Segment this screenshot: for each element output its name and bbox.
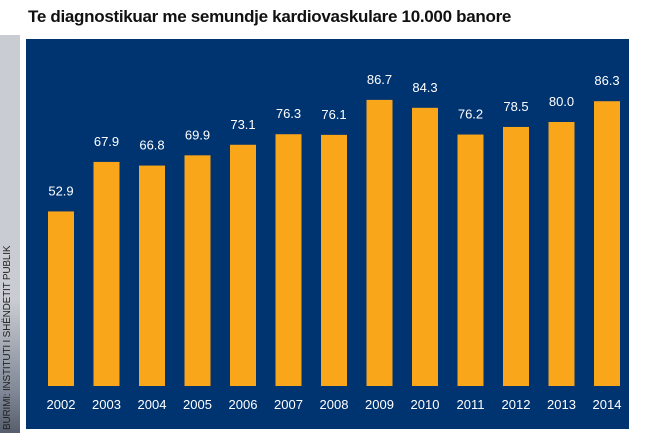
- x-tick-label-2011: 2011: [457, 397, 485, 412]
- bar-2005: [184, 155, 211, 386]
- bar-2002: [48, 211, 74, 386]
- bar-2012: [503, 126, 529, 386]
- bar-2007: [275, 134, 302, 386]
- value-label-2011: 76.2: [458, 107, 483, 122]
- bar-2009: [366, 99, 393, 386]
- bar-2013: [548, 122, 575, 386]
- value-label-2002: 52.9: [48, 183, 73, 198]
- x-tick-label-2012: 2012: [502, 397, 531, 412]
- x-tick-label-2003: 2003: [92, 397, 121, 412]
- x-tick-label-2007: 2007: [274, 397, 303, 412]
- title-bar: Te diagnostikuar me semundje kardiovasku…: [0, 0, 650, 35]
- bar-2003: [93, 161, 120, 386]
- value-label-2004: 66.8: [139, 138, 164, 153]
- bar-2011: [457, 134, 484, 386]
- value-label-2007: 76.3: [276, 106, 301, 121]
- x-tick-label-2008: 2008: [320, 397, 349, 412]
- left-strip-shadow: [0, 300, 20, 433]
- x-tick-label-2009: 2009: [365, 397, 394, 412]
- value-label-2010: 84.3: [412, 80, 437, 95]
- value-label-2012: 78.5: [503, 99, 528, 114]
- bar-2010: [412, 107, 438, 386]
- bar-2014: [594, 101, 620, 387]
- x-tick-label-2005: 2005: [183, 397, 212, 412]
- x-tick-label-2013: 2013: [547, 397, 576, 412]
- value-label-2013: 80.0: [549, 94, 574, 109]
- x-tick-label-2014: 2014: [593, 397, 622, 412]
- value-label-2006: 73.1: [230, 117, 255, 132]
- value-label-2009: 86.7: [367, 72, 392, 87]
- x-tick-label-2010: 2010: [411, 397, 440, 412]
- value-label-2003: 67.9: [94, 134, 119, 149]
- bar-2004: [139, 165, 165, 386]
- value-label-2005: 69.9: [185, 127, 210, 142]
- chart-title: Te diagnostikuar me semundje kardiovasku…: [28, 7, 512, 26]
- value-label-2008: 76.1: [321, 107, 346, 122]
- x-tick-label-2006: 2006: [229, 397, 258, 412]
- bar-2008: [321, 134, 347, 386]
- x-tick-label-2004: 2004: [138, 397, 167, 412]
- right-edge: [632, 35, 650, 433]
- value-label-2014: 86.3: [594, 73, 619, 88]
- x-tick-label-2002: 2002: [47, 397, 76, 412]
- bar-2006: [230, 144, 256, 386]
